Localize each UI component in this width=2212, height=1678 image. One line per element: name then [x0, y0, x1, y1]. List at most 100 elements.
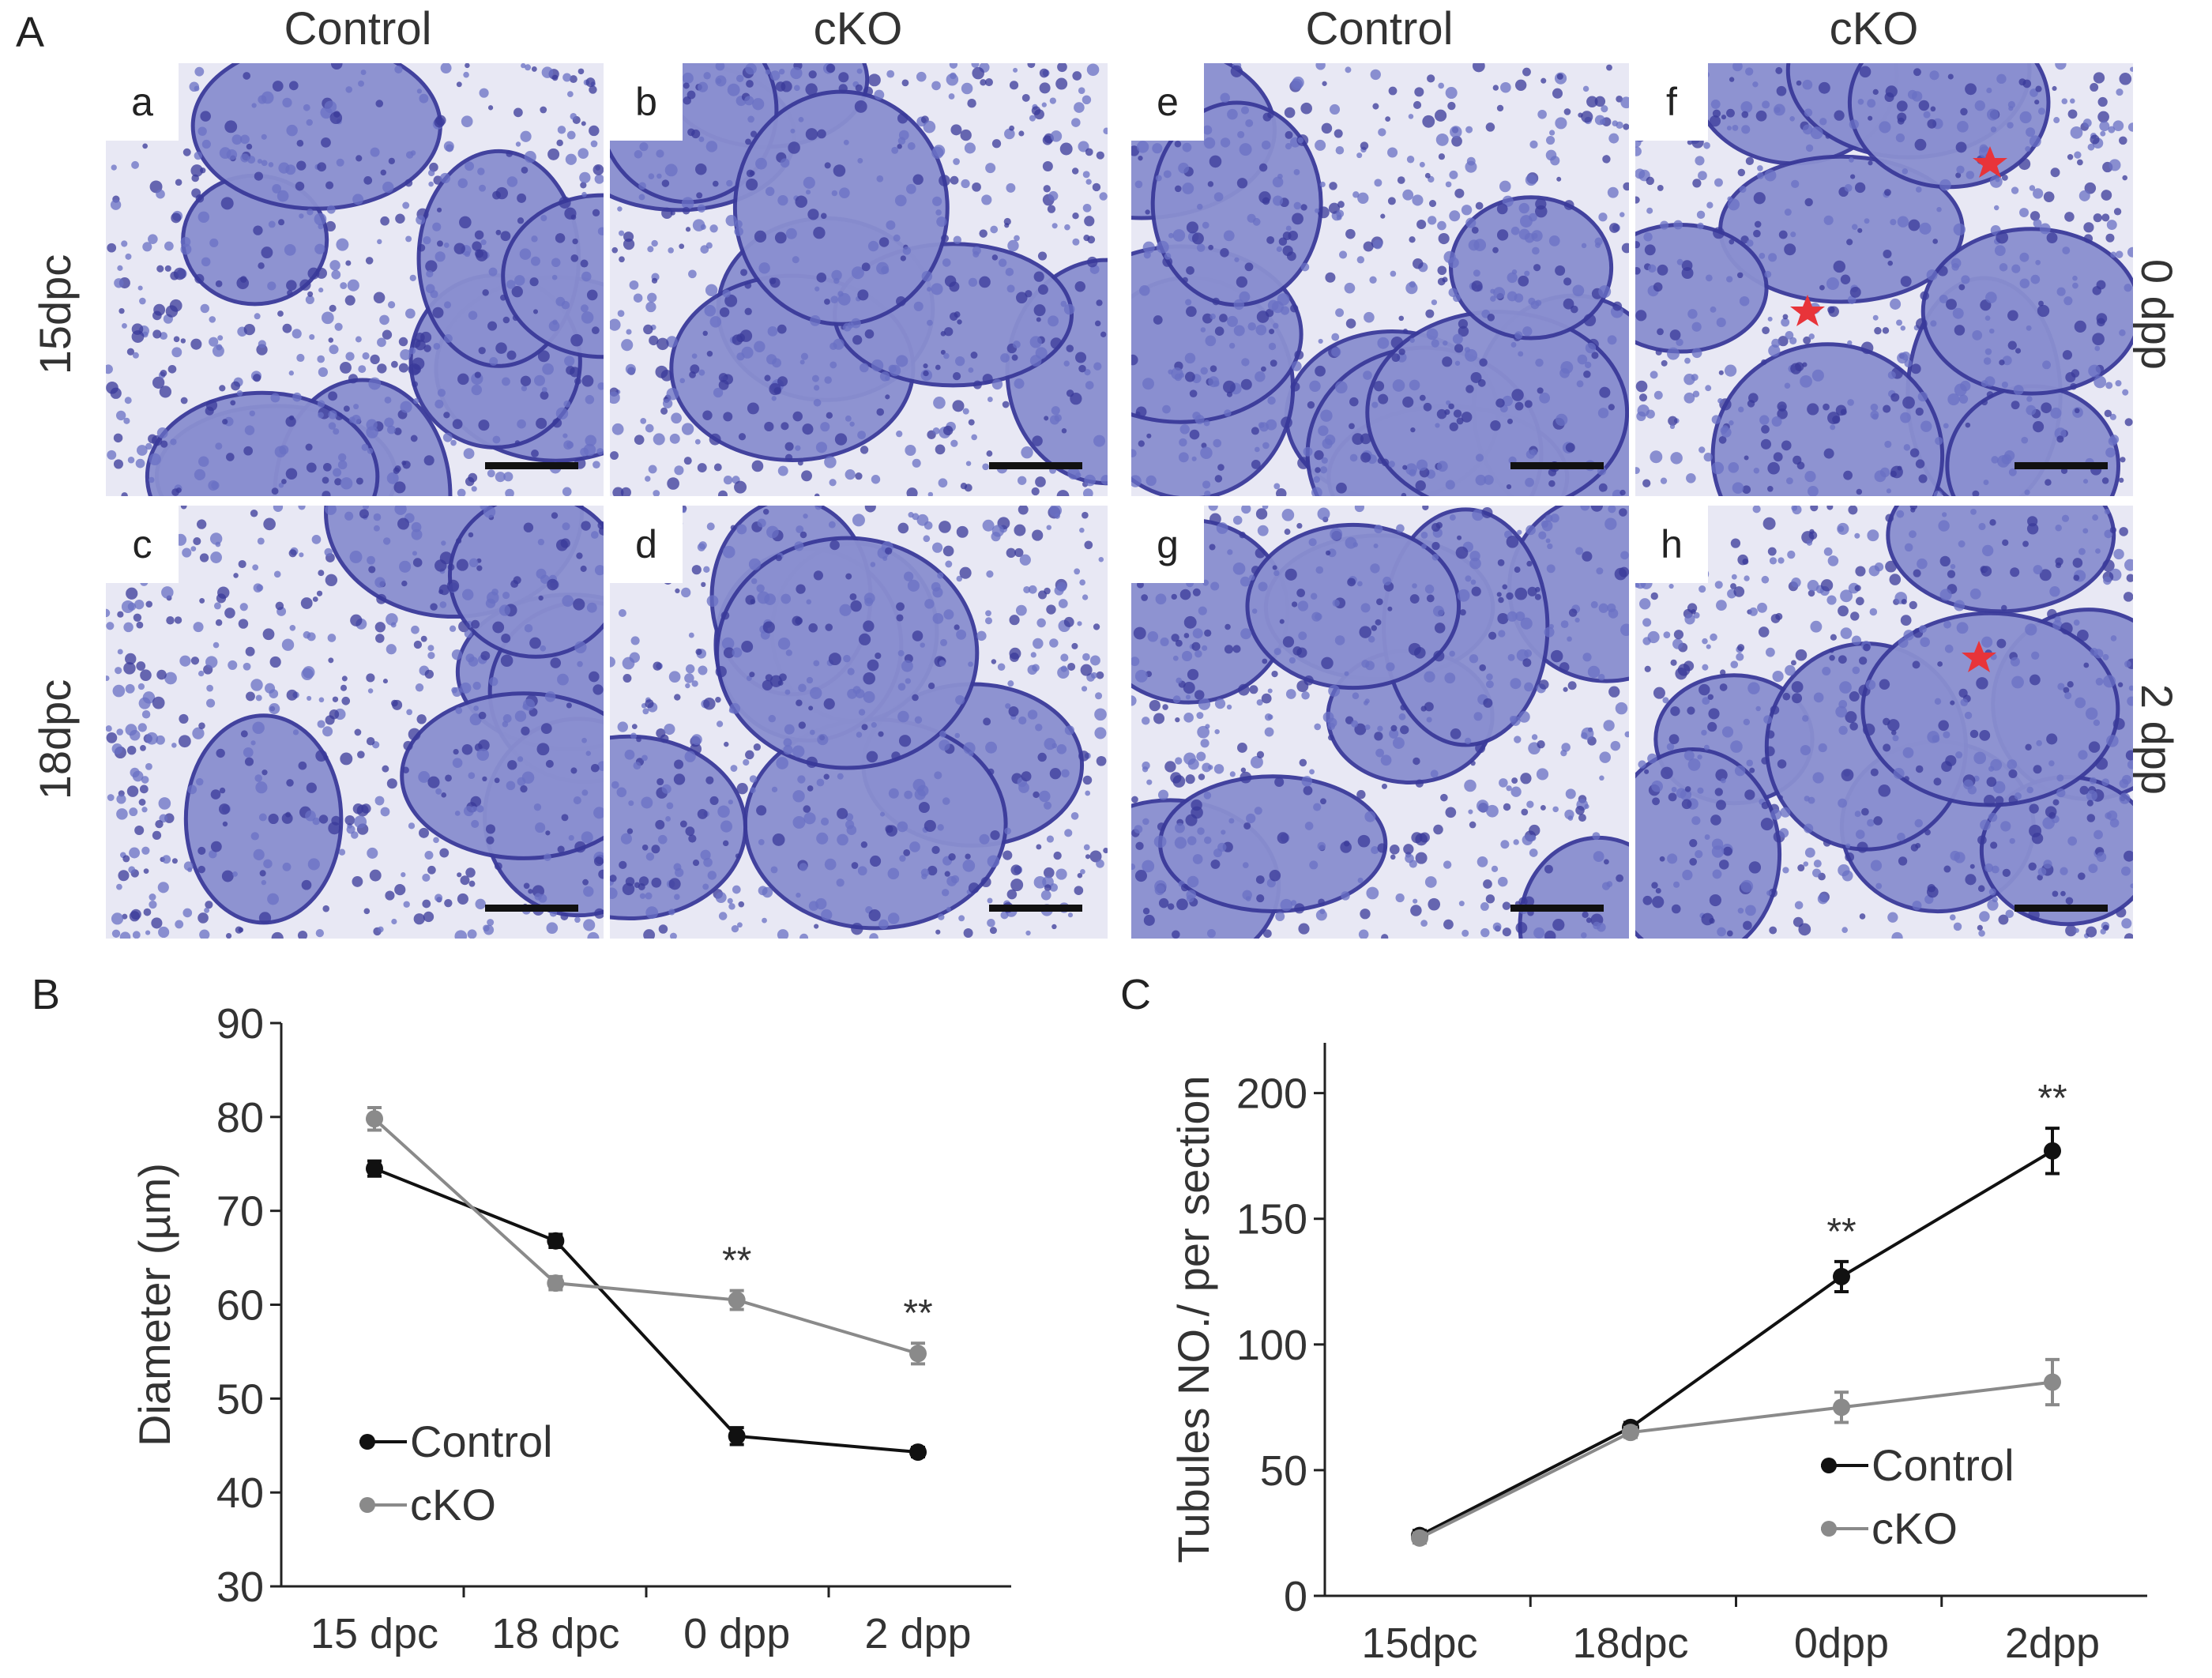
cell-nucleus: [1033, 638, 1044, 649]
cell-nucleus: [412, 551, 417, 556]
cell-nucleus: [151, 917, 163, 929]
cell-nucleus: [1385, 116, 1391, 122]
cell-nucleus: [1212, 297, 1221, 306]
cell-nucleus: [2056, 435, 2064, 443]
cell-nucleus: [746, 178, 758, 191]
cell-nucleus: [506, 150, 513, 157]
cell-nucleus: [912, 174, 924, 185]
cell-nucleus: [1819, 118, 1827, 126]
cell-nucleus: [1495, 398, 1505, 408]
cell-nucleus: [1841, 927, 1849, 934]
cell-nucleus: [2033, 421, 2045, 433]
cell-nucleus: [331, 63, 343, 70]
cell-nucleus: [896, 430, 903, 438]
cell-nucleus: [410, 150, 416, 156]
cell-nucleus: [382, 679, 388, 684]
cell-nucleus: [1406, 156, 1415, 164]
cell-nucleus: [1390, 336, 1404, 349]
cell-nucleus: [276, 190, 289, 202]
cell-nucleus: [1009, 125, 1015, 131]
cell-nucleus: [1710, 306, 1717, 313]
cell-nucleus: [1552, 806, 1559, 813]
cell-nucleus: [243, 747, 254, 758]
cell-nucleus: [1612, 489, 1623, 496]
cell-nucleus: [2100, 928, 2106, 935]
cell-nucleus: [731, 924, 739, 933]
cell-nucleus: [628, 800, 634, 807]
cell-nucleus: [1322, 438, 1333, 450]
cell-nucleus: [307, 858, 320, 871]
cell-nucleus: [322, 905, 329, 912]
subpanel-label-f: f: [1635, 63, 1708, 141]
cell-nucleus: [2052, 619, 2063, 630]
cell-nucleus: [745, 595, 755, 605]
cell-nucleus: [726, 179, 733, 187]
cell-nucleus: [1535, 205, 1548, 218]
cell-nucleus: [1031, 106, 1041, 115]
cell-nucleus: [1897, 117, 1905, 125]
cell-nucleus: [1768, 888, 1778, 897]
cell-nucleus: [1675, 668, 1687, 680]
cell-nucleus: [1322, 81, 1327, 86]
cell-nucleus: [453, 243, 465, 254]
cell-nucleus: [1650, 592, 1658, 600]
cell-nucleus: [1586, 917, 1592, 924]
cell-nucleus: [624, 749, 635, 760]
cell-nucleus: [1532, 232, 1538, 239]
cell-nucleus: [705, 242, 713, 249]
cell-nucleus: [2038, 300, 2044, 307]
cell-nucleus: [413, 913, 425, 925]
cell-nucleus: [1839, 681, 1852, 694]
cell-nucleus: [750, 130, 758, 137]
cell-nucleus: [777, 194, 788, 206]
cell-nucleus: [1791, 681, 1804, 693]
cell-nucleus: [1838, 725, 1848, 736]
cell-nucleus: [1924, 829, 1931, 836]
cell-nucleus: [585, 77, 596, 88]
cell-nucleus: [651, 239, 658, 247]
cell-nucleus: [589, 125, 600, 137]
cell-nucleus: [1087, 235, 1096, 244]
cell-nucleus: [1254, 807, 1262, 815]
cell-nucleus: [1196, 712, 1204, 720]
subpanel-label-a: a: [106, 63, 179, 141]
cell-nucleus: [1358, 929, 1369, 939]
cell-nucleus: [859, 363, 869, 373]
cell-nucleus: [1084, 540, 1093, 550]
cell-nucleus: [441, 792, 447, 798]
cell-nucleus: [1943, 423, 1949, 429]
cell-nucleus: [1071, 642, 1078, 649]
cell-nucleus: [1804, 823, 1814, 833]
cell-nucleus: [1276, 487, 1287, 496]
cell-nucleus: [1006, 182, 1016, 193]
cell-nucleus: [1823, 448, 1834, 459]
cell-nucleus: [1666, 743, 1675, 751]
cell-nucleus: [920, 642, 925, 648]
cell-nucleus: [338, 848, 346, 856]
cell-nucleus: [1205, 335, 1217, 347]
cell-nucleus: [824, 456, 837, 468]
cell-nucleus: [434, 117, 445, 128]
cell-nucleus: [272, 184, 282, 194]
cell-nucleus: [1827, 555, 1839, 566]
cell-nucleus: [1510, 678, 1522, 690]
cell-nucleus: [1887, 719, 1900, 732]
cell-nucleus: [945, 560, 953, 568]
cell-nucleus: [1681, 799, 1692, 810]
cell-nucleus: [1507, 611, 1518, 622]
cell-nucleus: [1965, 874, 1977, 886]
cell-nucleus: [1131, 695, 1137, 706]
cell-nucleus: [1373, 381, 1385, 392]
cell-nucleus: [1176, 677, 1183, 684]
cell-nucleus: [1518, 351, 1524, 357]
cell-nucleus: [1511, 389, 1524, 401]
cell-nucleus: [322, 726, 333, 737]
cell-nucleus: [933, 397, 946, 409]
cell-nucleus: [1933, 490, 1943, 496]
cell-nucleus: [486, 836, 495, 845]
cell-nucleus: [2019, 278, 2030, 289]
cell-nucleus: [620, 833, 632, 845]
cell-nucleus: [136, 661, 146, 671]
cell-nucleus: [651, 845, 660, 854]
cell-nucleus: [1313, 476, 1320, 483]
